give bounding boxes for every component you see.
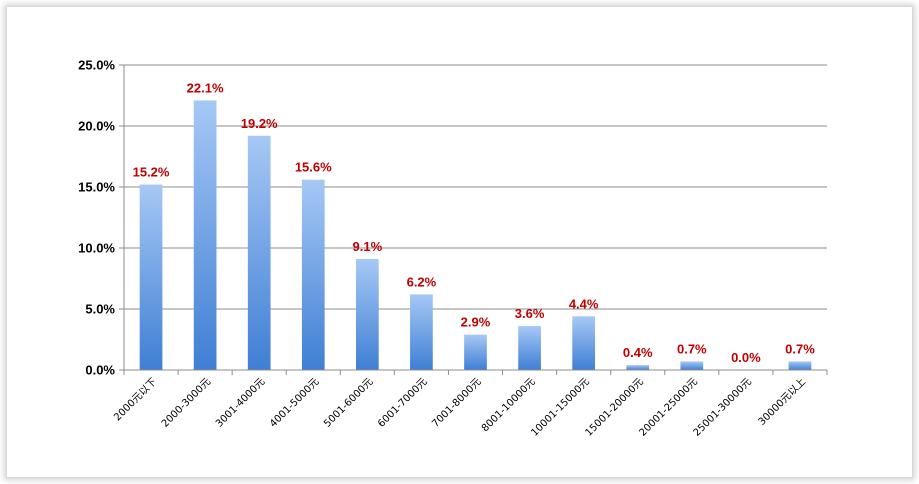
y-tick-label: 0.0% bbox=[85, 363, 115, 378]
bar bbox=[410, 294, 433, 370]
data-label: 19.2% bbox=[241, 116, 278, 131]
data-label: 6.2% bbox=[407, 274, 437, 289]
data-label: 0.7% bbox=[785, 341, 815, 356]
bar bbox=[788, 361, 812, 370]
bar bbox=[680, 361, 704, 370]
x-tick-label: 10001-15000元 bbox=[529, 376, 591, 438]
x-tick-label: 15001-20000元 bbox=[583, 376, 645, 438]
x-tick-label: 5001-6000元 bbox=[322, 376, 375, 429]
data-label: 0.4% bbox=[623, 345, 653, 360]
x-tick-label: 6001-7000元 bbox=[376, 376, 429, 429]
x-tick-label: 30000元以上 bbox=[756, 376, 808, 428]
bar bbox=[139, 184, 163, 370]
y-tick-label: 20.0% bbox=[78, 119, 115, 134]
y-tick-label: 10.0% bbox=[78, 241, 115, 256]
x-tick-label: 8001-10000元 bbox=[480, 376, 538, 434]
y-axis: 0.0% 5.0% 10.0% 15.0% 20.0% 25.0% bbox=[78, 58, 125, 378]
bar-chart: 0.0%5.0%10.0%15.0%20.0%25.0% 15.2%22.1%1… bbox=[78, 58, 828, 439]
x-tick-label: 7001-8000元 bbox=[430, 376, 483, 429]
data-label: 3.6% bbox=[515, 306, 545, 321]
bar bbox=[626, 365, 650, 370]
bar bbox=[518, 326, 541, 370]
y-tick-label: 25.0% bbox=[78, 58, 115, 73]
y-tick-label: 5.0% bbox=[85, 302, 115, 317]
data-label: 15.2% bbox=[133, 165, 170, 180]
bar bbox=[247, 135, 271, 370]
bar bbox=[355, 258, 379, 370]
y-tick-label: 15.0% bbox=[78, 180, 115, 195]
data-label: 2.9% bbox=[461, 315, 491, 330]
x-tick-label: 2000元以下 bbox=[112, 376, 159, 423]
data-label: 15.6% bbox=[295, 160, 332, 175]
bar bbox=[193, 100, 217, 370]
data-labels: 15.2% 22.1% 19.2% 15.6% 9.1% 6.2% 2.9% 3.6% 4.4%… bbox=[133, 80, 816, 365]
data-label: 22.1% bbox=[187, 80, 224, 95]
data-label: 0.0% bbox=[731, 350, 761, 365]
data-label: 0.7% bbox=[677, 341, 707, 356]
bar bbox=[572, 316, 596, 370]
x-tick-label: 2000-3000元 bbox=[160, 376, 213, 429]
x-tick-label: 4001-5000元 bbox=[268, 376, 321, 429]
x-tick-label: 25001-30000元 bbox=[692, 376, 754, 438]
x-tick-label: 20001-25000元 bbox=[638, 376, 700, 438]
bar bbox=[301, 179, 325, 370]
x-tick-label: 3001-4000元 bbox=[214, 376, 267, 429]
bar bbox=[464, 334, 487, 370]
x-axis: 2000元以下 2000-3000元 3001-4000元 4001-5000元 500… bbox=[112, 369, 828, 439]
bars bbox=[139, 100, 812, 370]
data-label: 4.4% bbox=[569, 296, 599, 311]
chart-frame: 0.0% 5.0% 10.0% 15.0% 20.0% 25.0% 15.2% 22.1% 1… bbox=[6, 6, 913, 478]
data-label: 9.1% bbox=[353, 239, 383, 254]
